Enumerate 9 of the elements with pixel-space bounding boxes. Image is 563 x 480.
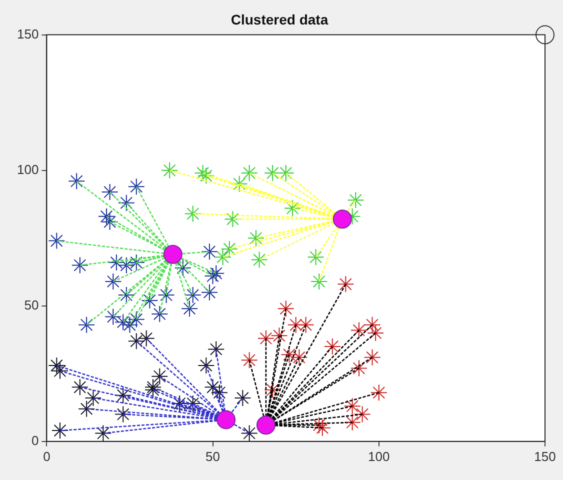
y-tick-label: 50 bbox=[24, 297, 39, 312]
x-tick-label: 150 bbox=[534, 448, 556, 464]
x-tick-label: 50 bbox=[206, 448, 220, 464]
y-tick-label: 100 bbox=[16, 162, 39, 177]
x-tick-label: 100 bbox=[368, 448, 390, 464]
y-tick-label: 0 bbox=[31, 432, 39, 448]
y-tick-label: 150 bbox=[16, 26, 39, 42]
chart-title: Clustered data bbox=[230, 11, 328, 28]
x-tick-label: 0 bbox=[43, 448, 50, 464]
